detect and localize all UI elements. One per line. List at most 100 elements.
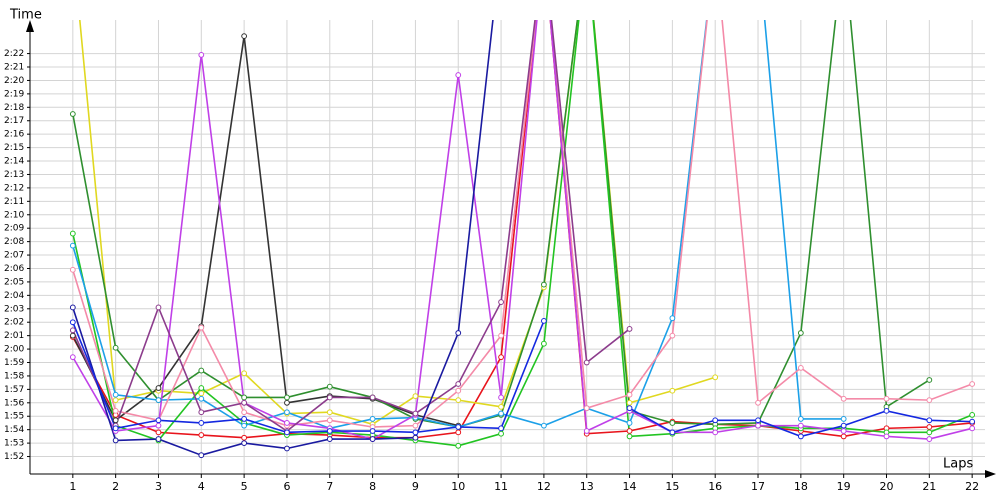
data-point: [541, 281, 547, 288]
data-point: [498, 332, 504, 339]
x-axis-label: Laps: [943, 457, 973, 472]
data-point: [498, 403, 504, 410]
data-point: [455, 330, 462, 336]
data-point: [69, 304, 76, 311]
data-point: [541, 340, 547, 347]
y-tick-label: 2:14: [4, 157, 24, 167]
data-point: [883, 407, 890, 414]
y-tick-label: 2:13: [4, 170, 24, 180]
data-point: [241, 422, 248, 429]
data-point: [241, 440, 248, 447]
data-point: [669, 420, 676, 426]
data-point: [284, 420, 290, 426]
data-point: [840, 433, 847, 440]
y-tick-label: 2:04: [4, 291, 24, 301]
data-point: [969, 425, 976, 432]
x-axis-arrow: [985, 470, 996, 478]
data-point: [412, 434, 419, 441]
x-tick-label: 10: [451, 480, 465, 493]
x-tick-label: 14: [623, 480, 637, 493]
data-point: [198, 52, 205, 58]
data-point: [69, 354, 76, 361]
y-tick-label: 2:18: [4, 103, 24, 113]
y-tick-label: 1:55: [4, 412, 24, 422]
data-point: [112, 397, 119, 404]
data-point: [541, 422, 547, 429]
y-tick-label: 2:17: [4, 116, 24, 126]
data-point: [69, 327, 76, 334]
data-point: [412, 393, 419, 399]
x-tick-label: 2: [112, 480, 119, 493]
data-point: [155, 417, 162, 424]
y-tick-label: 2:08: [4, 237, 24, 247]
x-tick-label: 4: [198, 480, 205, 493]
data-point: [969, 411, 976, 418]
data-point: [69, 230, 76, 237]
data-point: [241, 434, 248, 441]
x-tick-label: 1: [69, 480, 76, 493]
data-point: [198, 367, 205, 374]
x-tick-label: 16: [708, 480, 722, 493]
data-point: [326, 436, 333, 442]
data-point: [626, 420, 633, 426]
data-point: [455, 442, 462, 449]
series-line: [72, 20, 973, 439]
data-point: [755, 399, 761, 406]
data-point: [112, 344, 119, 351]
data-point: [455, 387, 462, 394]
series-line: [78, 20, 716, 426]
y-tick-label: 2:03: [4, 304, 24, 314]
data-point: [326, 394, 333, 401]
data-point: [455, 72, 462, 78]
data-point: [541, 317, 547, 324]
data-point: [198, 409, 205, 416]
y-tick-label: 2:10: [4, 210, 24, 220]
x-tick-label: 18: [794, 480, 808, 493]
data-point: [241, 409, 248, 416]
grid: 1:52 1:53 1:54 1:55 1:56 1:57 1:58 1:59 2:00 2:01…: [4, 20, 985, 493]
data-point: [583, 428, 590, 434]
data-point: [326, 409, 333, 416]
x-tick-label: 5: [241, 480, 248, 493]
y-tick-label: 1:59: [4, 358, 24, 368]
data-point: [155, 429, 162, 436]
data-point: [369, 416, 376, 422]
data-point: [69, 242, 76, 249]
data-point: [712, 374, 719, 381]
data-point: [712, 417, 719, 424]
data-point: [112, 425, 119, 432]
data-point: [583, 405, 590, 412]
y-tick-label: 1:52: [4, 452, 24, 462]
y-tick-label: 1:56: [4, 398, 24, 408]
plot-area: [69, 20, 976, 459]
data-point: [412, 429, 419, 436]
x-tick-label: 8: [369, 480, 376, 493]
x-tick-label: 21: [922, 480, 936, 493]
data-point: [69, 266, 76, 273]
y-tick-label: 1:58: [4, 371, 24, 381]
data-point: [112, 417, 119, 424]
x-tick-label: 19: [837, 480, 851, 493]
y-tick-label: 2:05: [4, 277, 24, 287]
x-tick-label: 22: [965, 480, 979, 493]
data-point: [926, 429, 933, 436]
data-point: [412, 410, 419, 417]
series-line: [72, 20, 973, 440]
data-point: [840, 395, 847, 402]
data-point: [241, 399, 248, 406]
data-point: [241, 370, 248, 377]
y-tick-label: 2:11: [4, 197, 24, 207]
data-point: [155, 422, 162, 429]
x-tick-label: 15: [665, 480, 679, 493]
data-point: [712, 429, 719, 436]
data-point: [969, 418, 976, 425]
data-point: [498, 354, 504, 361]
data-point: [669, 332, 676, 339]
data-point: [326, 417, 333, 424]
data-point: [626, 391, 633, 398]
data-point: [669, 429, 676, 436]
data-point: [498, 394, 504, 401]
y-tick-label: 2:02: [4, 318, 24, 328]
data-point: [626, 399, 633, 406]
